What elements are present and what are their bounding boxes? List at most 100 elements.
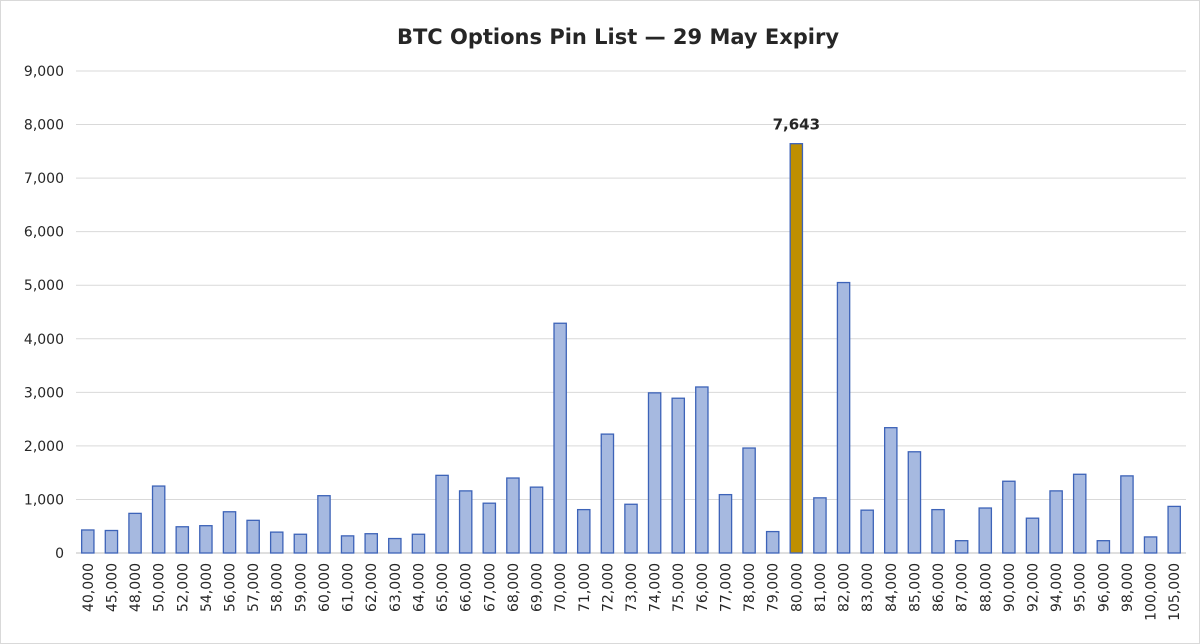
bar — [1025, 517, 1040, 554]
bar — [1096, 540, 1111, 554]
bar — [931, 508, 945, 554]
bar — [883, 427, 898, 554]
y-tick-label: 4,000 — [24, 332, 64, 348]
bar — [718, 493, 733, 554]
bar — [458, 490, 473, 554]
x-tick-label: 94,000 — [1049, 563, 1065, 612]
y-tick-label: 6,000 — [24, 225, 64, 241]
bar — [1167, 505, 1181, 554]
bar — [978, 507, 993, 554]
bar — [104, 529, 119, 554]
bar — [482, 502, 497, 554]
gridlines — [76, 70, 1186, 554]
bar — [435, 474, 449, 554]
chart-title: BTC Options Pin List — 29 May Expiry — [397, 25, 839, 49]
x-tick-label: 84,000 — [884, 563, 900, 612]
x-tick-label: 80,000 — [789, 563, 805, 612]
bar-series — [81, 143, 1181, 554]
x-tick-label: 71,000 — [577, 563, 593, 612]
data-labels: 7,643 — [773, 116, 820, 134]
x-tick-label: 92,000 — [1025, 563, 1041, 612]
bar — [765, 530, 780, 554]
bar — [954, 540, 969, 554]
x-tick-label: 82,000 — [837, 563, 853, 612]
y-tick-label: 9,000 — [24, 64, 64, 80]
x-tick-label: 85,000 — [907, 563, 923, 612]
y-tick-label: 0 — [55, 546, 64, 562]
x-tick-label: 87,000 — [955, 563, 971, 612]
y-axis-ticks: 0 1,000 2,000 3,000 4,000 5,000 6,000 7,000 8,00… — [24, 64, 64, 562]
x-tick-label: 62,000 — [364, 563, 380, 612]
x-tick-label: 75,000 — [671, 563, 687, 612]
y-tick-label: 3,000 — [24, 385, 64, 401]
bar — [836, 281, 851, 554]
x-tick-label: 64,000 — [411, 563, 427, 612]
x-tick-label: 83,000 — [860, 563, 876, 612]
x-tick-label: 79,000 — [766, 563, 782, 612]
bar — [293, 533, 308, 554]
bar — [506, 477, 520, 554]
x-tick-label: 74,000 — [648, 563, 664, 612]
x-tick-label: 100,000 — [1144, 563, 1160, 621]
bar — [742, 447, 756, 554]
x-tick-label: 77,000 — [718, 563, 734, 612]
x-tick-label: 63,000 — [388, 563, 404, 612]
x-tick-label: 61,000 — [341, 563, 357, 612]
x-tick-label: 78,000 — [742, 563, 758, 612]
x-tick-label: 65,000 — [435, 563, 451, 612]
bar — [128, 512, 142, 554]
bar — [695, 386, 709, 554]
bar — [813, 497, 827, 554]
bar — [860, 509, 874, 554]
bar — [411, 533, 426, 554]
bar — [81, 529, 95, 554]
bar — [1002, 480, 1016, 554]
bar — [222, 511, 237, 554]
bar — [600, 433, 615, 554]
x-tick-label: 60,000 — [317, 563, 333, 612]
bar — [317, 495, 331, 554]
bar — [576, 508, 591, 554]
bar — [1072, 473, 1087, 554]
x-tick-label: 50,000 — [152, 563, 168, 612]
bar — [671, 397, 686, 554]
x-tick-label: 90,000 — [1002, 563, 1018, 612]
bar — [907, 451, 922, 554]
bar — [624, 503, 638, 554]
x-axis-ticks: 40,000 45,000 48,000 50,000 52,000 54,000 56,0… — [81, 563, 1183, 621]
x-tick-label: 105,000 — [1167, 563, 1183, 621]
x-tick-label: 54,000 — [199, 563, 215, 612]
data-label: 7,643 — [773, 116, 820, 134]
bar — [199, 525, 213, 554]
x-tick-label: 59,000 — [293, 563, 309, 612]
bar — [388, 537, 402, 554]
bar — [1143, 536, 1158, 554]
x-tick-label: 58,000 — [270, 563, 286, 612]
x-tick-label: 96,000 — [1096, 563, 1112, 612]
bar — [647, 392, 662, 554]
bar — [246, 519, 260, 554]
bar — [175, 526, 190, 554]
bar — [269, 531, 284, 554]
bar-highlight — [789, 143, 804, 554]
x-tick-label: 52,000 — [175, 563, 191, 612]
y-tick-label: 2,000 — [24, 439, 64, 455]
x-tick-label: 48,000 — [128, 563, 144, 612]
x-tick-label: 81,000 — [813, 563, 829, 612]
x-tick-label: 45,000 — [104, 563, 120, 612]
bar — [529, 486, 544, 554]
y-tick-label: 7,000 — [24, 171, 64, 187]
x-tick-label: 73,000 — [624, 563, 640, 612]
bar — [151, 485, 166, 554]
x-tick-label: 66,000 — [459, 563, 475, 612]
x-tick-label: 72,000 — [600, 563, 616, 612]
x-tick-label: 86,000 — [931, 563, 947, 612]
y-tick-label: 5,000 — [24, 278, 64, 294]
y-tick-label: 8,000 — [24, 118, 64, 134]
y-tick-label: 1,000 — [24, 492, 64, 508]
x-tick-label: 69,000 — [530, 563, 546, 612]
x-tick-label: 56,000 — [223, 563, 239, 612]
x-tick-label: 95,000 — [1073, 563, 1089, 612]
x-tick-label: 40,000 — [81, 563, 97, 612]
